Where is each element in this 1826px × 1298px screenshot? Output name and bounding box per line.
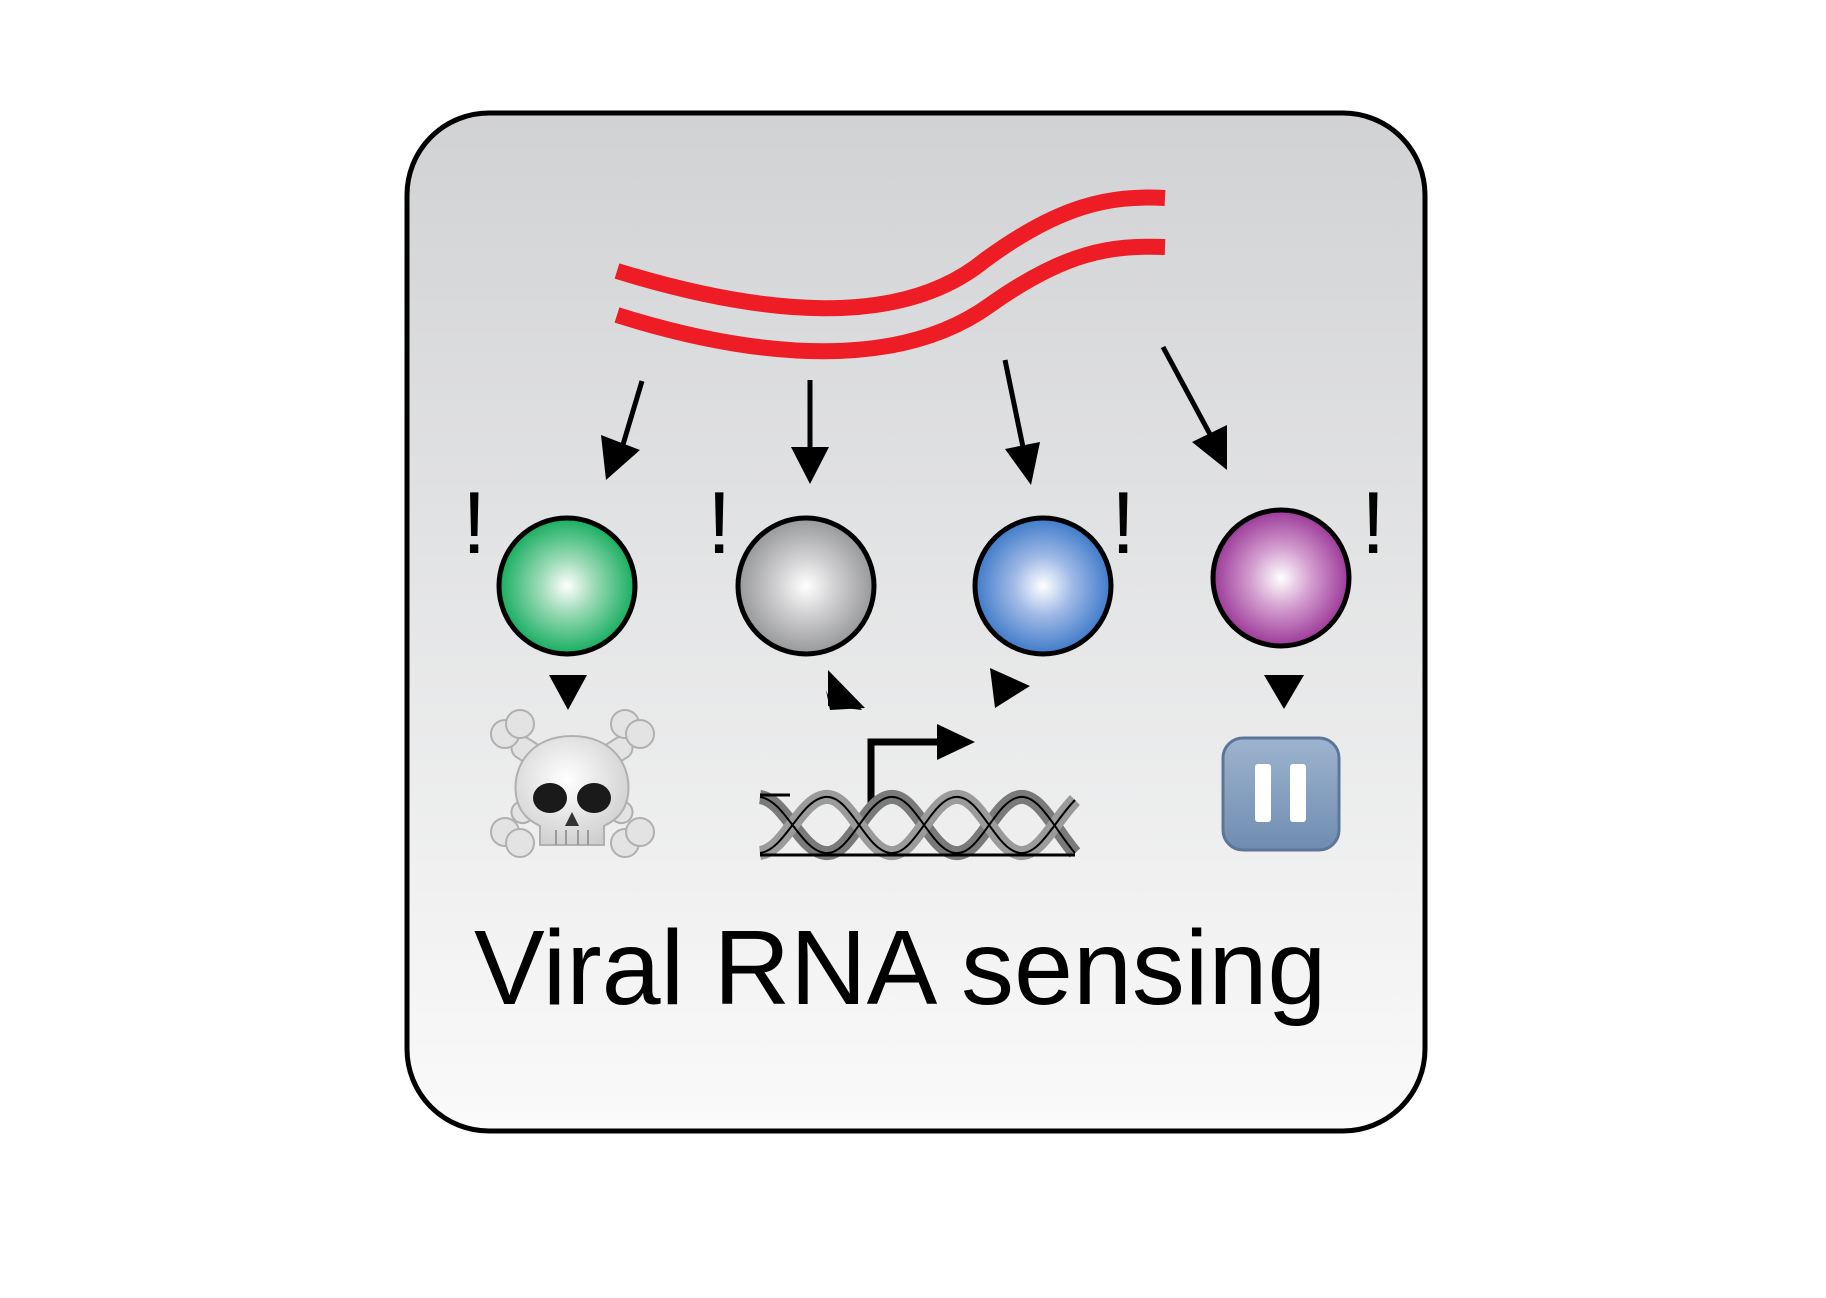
rna-strand-top (614, 189, 1166, 317)
pause-button-body (1221, 736, 1341, 852)
dna-promoter-icon (758, 724, 1081, 860)
skull-and-crossbones-icon (490, 709, 655, 858)
arrowhead-blue (1005, 442, 1040, 485)
exclamation-green: ! (462, 473, 486, 572)
triangle-gray-to-dna-tip (826, 670, 865, 710)
sensor-purple (1210, 507, 1352, 649)
arrowhead-green (601, 435, 640, 480)
pause-bar-left (1255, 764, 1271, 822)
skull-cranium (514, 734, 630, 846)
rna-strand-bottom (614, 238, 1166, 360)
skull-nose (565, 812, 579, 826)
dna-helix (758, 790, 1081, 860)
triangle-purple-down (1264, 675, 1304, 709)
pause-bar-right (1290, 764, 1306, 822)
arrowhead-purple (1192, 425, 1227, 470)
sensor-gray (735, 515, 877, 657)
arrowhead-gray (791, 447, 829, 484)
skull-teeth (555, 830, 589, 845)
skull-eye-right (577, 783, 611, 813)
double-stranded-rna-icon (614, 189, 1166, 360)
triangle-green-down (549, 675, 587, 710)
sensor-green (496, 515, 638, 657)
skull-eye-left (533, 783, 567, 813)
triangle-blue-to-dna (990, 668, 1030, 708)
exclamation-blue: ! (1111, 473, 1135, 572)
panel-background (404, 110, 1428, 1134)
promoter-arrowhead (937, 724, 975, 760)
exclamation-gray: ! (707, 473, 731, 572)
exclamation-purple: ! (1361, 473, 1385, 572)
pause-button-icon (1221, 736, 1341, 852)
arrow-to-blue-sensor (1002, 359, 1027, 453)
sensing-arrows (601, 345, 1227, 485)
sensor-blue (972, 515, 1114, 657)
promoter-arrow-stem (867, 738, 940, 805)
arrow-to-purple-sensor (1160, 345, 1215, 440)
diagram-caption: Viral RNA sensing (474, 909, 1326, 1027)
